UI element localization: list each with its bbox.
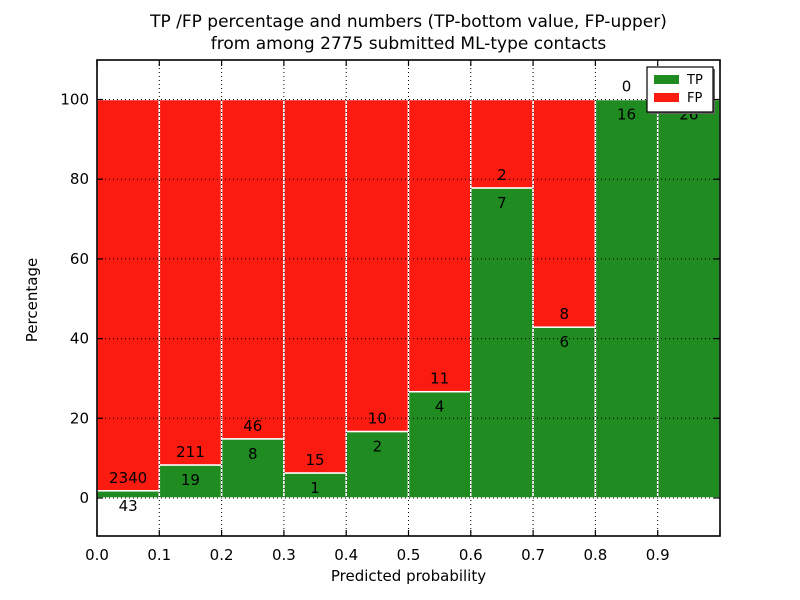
tp-count-label-2: 8 [248, 445, 258, 463]
x-tick-label-4: 0.4 [334, 546, 358, 564]
fp-count-label-2: 46 [243, 417, 262, 435]
legend-label-fp: FP [687, 91, 702, 106]
bar-fp-4 [345, 98, 410, 433]
fp-count-label-6: 2 [497, 166, 507, 184]
legend-swatch-fp-icon [654, 93, 679, 102]
y-tick-label-5: 100 [60, 91, 89, 109]
bar-fp-3 [283, 98, 347, 474]
y-tick-label-1: 20 [70, 409, 89, 427]
bar-tp-5 [407, 390, 472, 499]
bar-fp-7 [532, 98, 597, 328]
legend: TP FP [646, 66, 715, 114]
bar-fp-2 [220, 98, 285, 440]
bar-tp-6 [470, 187, 534, 499]
fp-count-label-7: 8 [559, 305, 569, 323]
chart-title-line-1: TP /FP percentage and numbers (TP-bottom… [149, 12, 667, 32]
bar-tp-7 [532, 326, 597, 499]
tp-count-label-6: 7 [497, 194, 507, 212]
legend-box [646, 66, 714, 113]
y-tick-labels: 0 20 40 60 80 100 [60, 91, 89, 508]
fp-count-label-1: 211 [176, 443, 205, 461]
y-tick-label-4: 80 [70, 170, 89, 188]
y-tick-label-2: 40 [70, 330, 89, 348]
fp-count-label-3: 15 [306, 451, 325, 469]
fp-count-label-0: 2340 [109, 469, 147, 487]
bar-fp-6 [470, 98, 534, 189]
x-axis-label: Predicted probability [331, 567, 486, 585]
bar-tp-9 [656, 98, 721, 499]
bars [96, 98, 721, 499]
legend-swatch-tp-icon [654, 75, 679, 84]
fp-count-label-4: 10 [368, 410, 387, 428]
x-tick-label-3: 0.3 [272, 546, 296, 564]
x-tick-label-5: 0.5 [397, 546, 421, 564]
tp-count-label-0: 43 [119, 497, 138, 515]
y-axis-label: Percentage [23, 258, 41, 342]
x-tick-label-8: 0.8 [583, 546, 607, 564]
tp-count-label-8: 16 [617, 106, 636, 124]
fp-count-label-8: 0 [622, 78, 632, 96]
x-tick-label-6: 0.6 [459, 546, 483, 564]
tick-marks [96, 60, 721, 536]
bar-fp-0 [96, 98, 161, 492]
tp-count-label-1: 19 [181, 471, 200, 489]
tp-count-label-3: 1 [310, 479, 320, 497]
tp-count-label-4: 2 [373, 438, 383, 456]
bar-tp-2 [220, 438, 285, 499]
bar-tp-8 [594, 98, 659, 499]
bar-fp-1 [158, 98, 223, 466]
bar-fp-5 [407, 98, 472, 393]
x-tick-label-7: 0.7 [521, 546, 545, 564]
x-tick-label-9: 0.9 [646, 546, 670, 564]
y-tick-label-3: 60 [70, 250, 89, 268]
x-tick-label-0: 0.0 [85, 546, 109, 564]
y-tick-label-0: 0 [79, 489, 89, 507]
chart-title-line-2: from among 2775 submitted ML-type contac… [211, 34, 607, 54]
legend-label-tp: TP [686, 73, 703, 88]
tp-count-label-5: 4 [435, 398, 445, 416]
tp-count-label-7: 6 [559, 333, 569, 351]
x-tick-labels: 0.0 0.1 0.2 0.3 0.4 0.5 0.6 0.7 0.8 0.9 [85, 546, 670, 564]
x-tick-label-2: 0.2 [210, 546, 234, 564]
x-tick-label-1: 0.1 [147, 546, 171, 564]
chart-title: TP /FP percentage and numbers (TP-bottom… [149, 12, 667, 54]
fp-count-label-5: 11 [430, 370, 449, 388]
